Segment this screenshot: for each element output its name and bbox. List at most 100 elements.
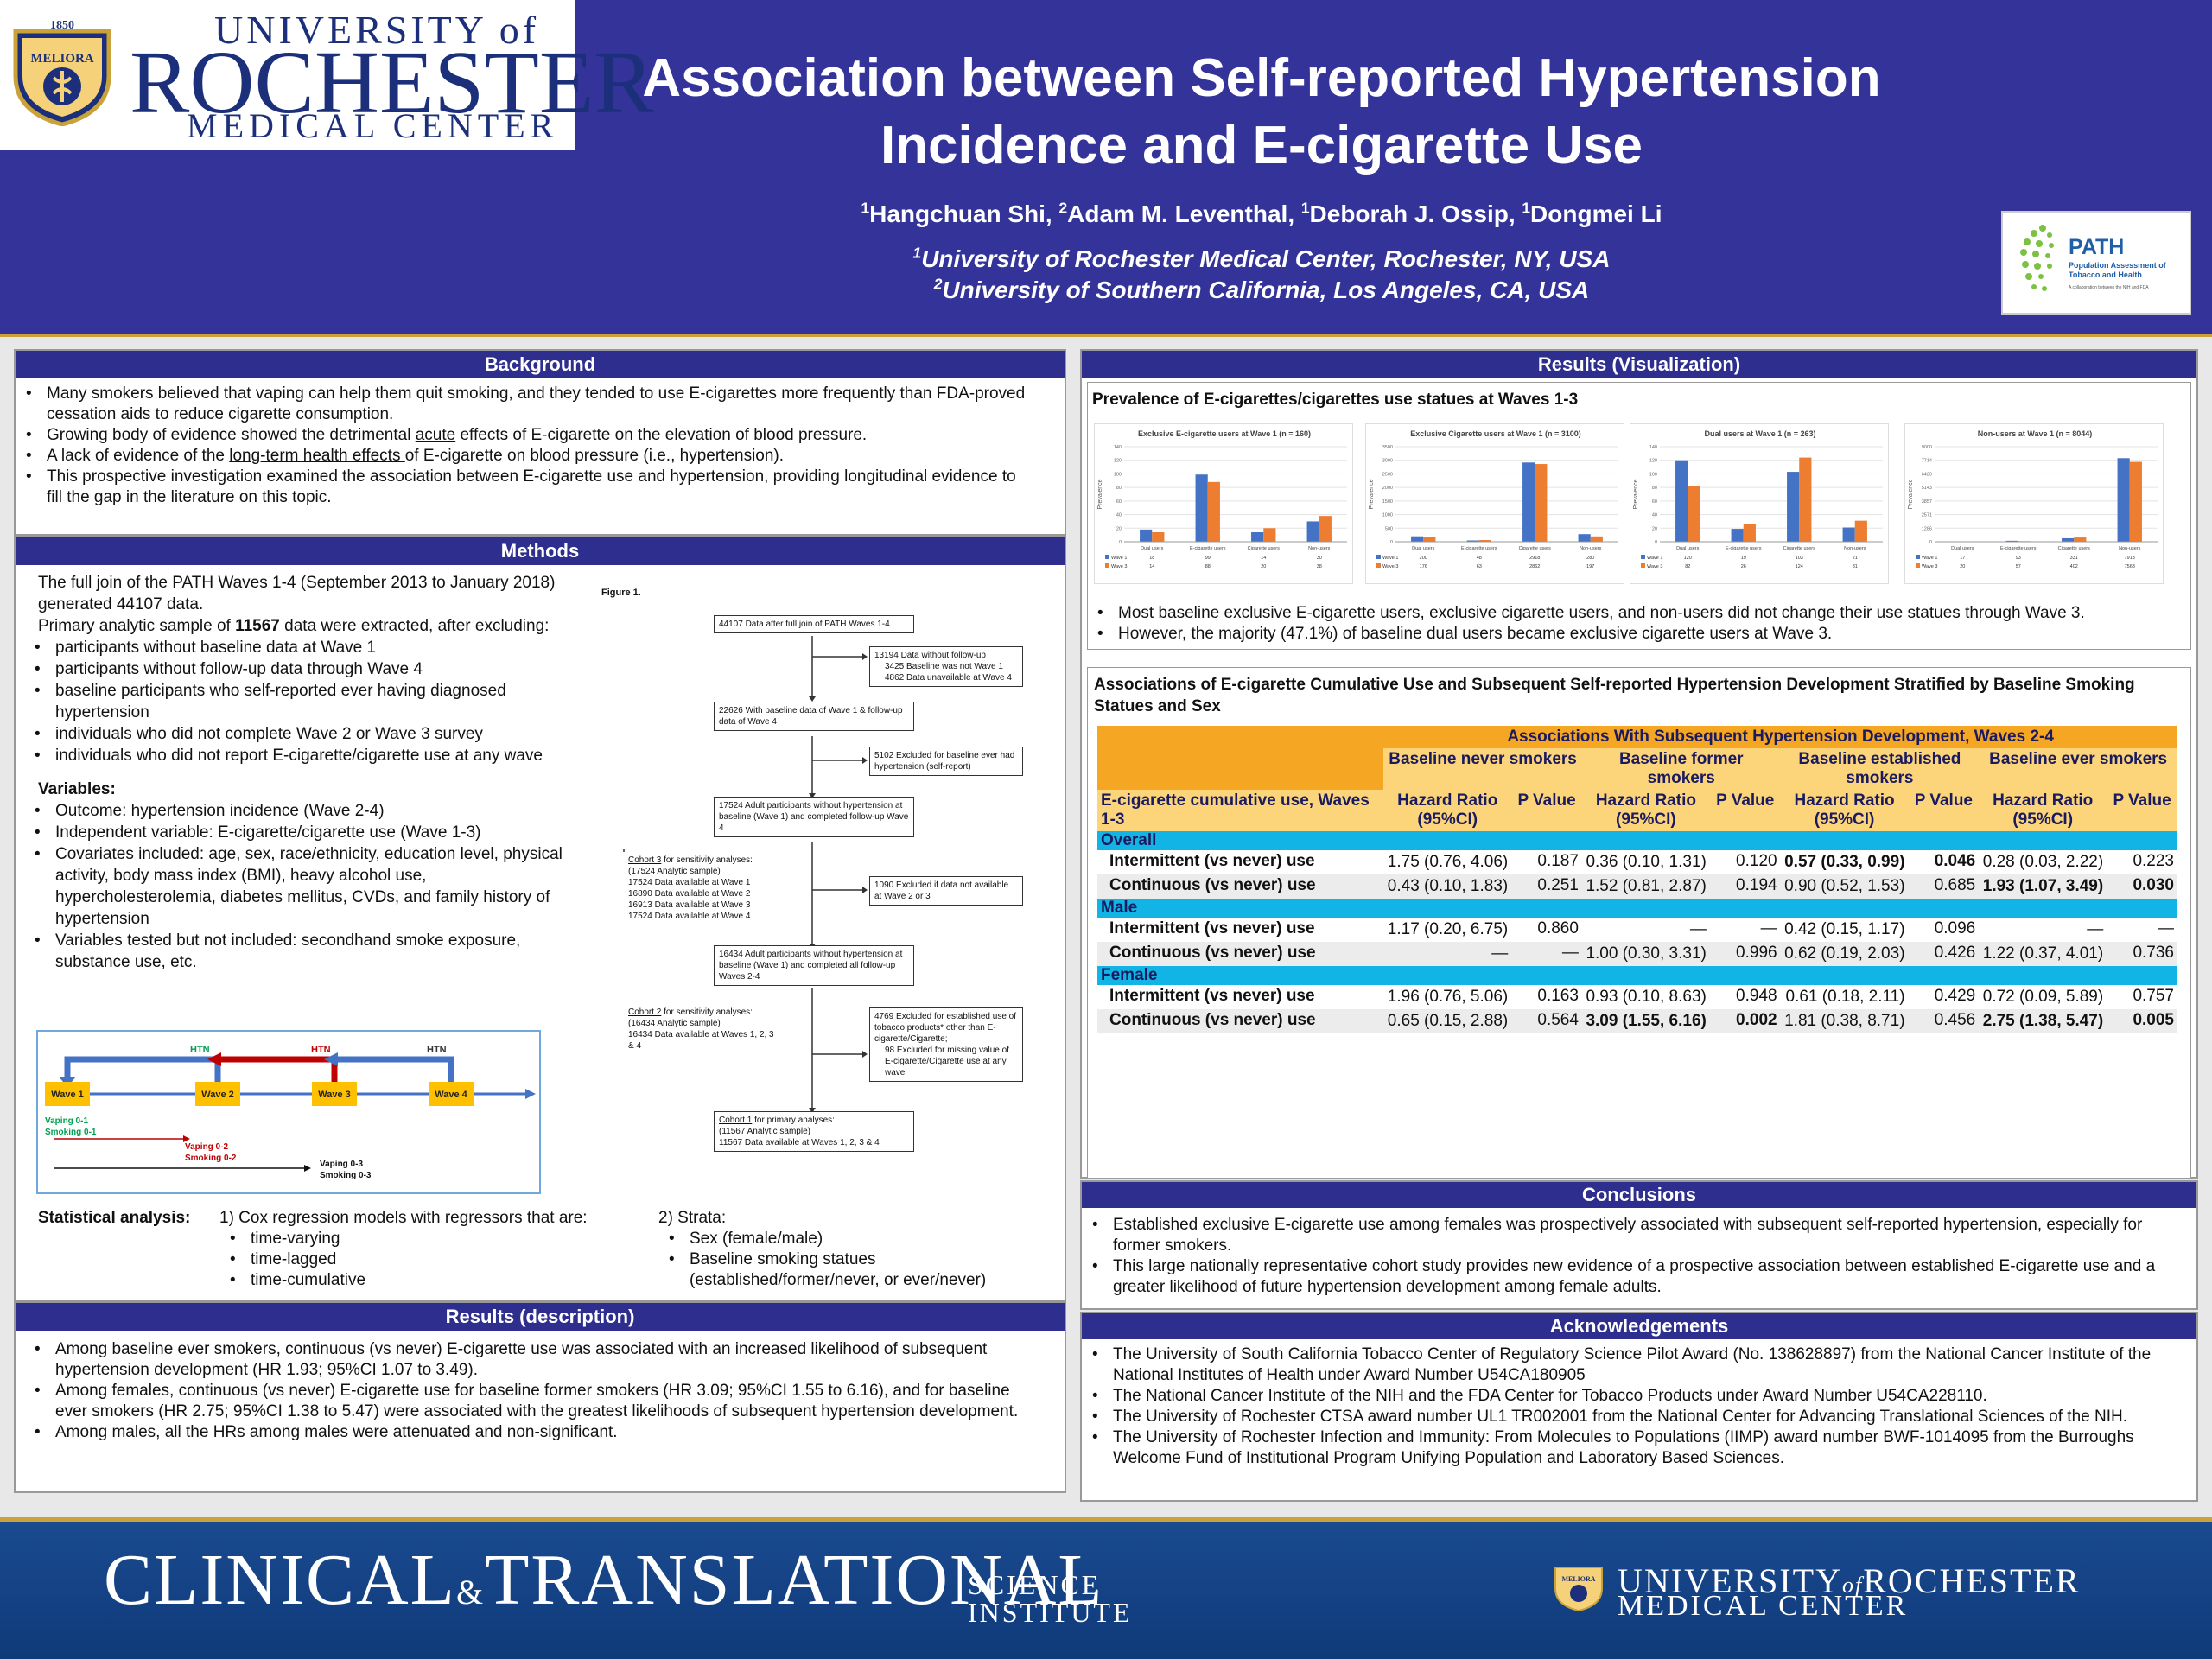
results-table-wrap: Associations With Subsequent Hypertensio…: [1097, 726, 2177, 1033]
panel-heading: Methods: [16, 537, 1065, 565]
y-tick-label: 40: [1116, 513, 1122, 518]
p-value-cell: 0.251: [1511, 874, 1582, 899]
stat-models: 1) Cox regression models with regressors…: [219, 1208, 669, 1291]
bar-chart-exclusive-ecig: Exclusive E-cigarette users at Wave 1 (n…: [1097, 429, 1347, 569]
table-row-label: Continuous (vs never) use: [1097, 942, 1384, 966]
bar: [1140, 529, 1153, 542]
list-item: Most baseline exclusive E-cigarette user…: [1087, 603, 2191, 624]
y-tick-label: 80: [1652, 486, 1657, 491]
flow-box-no-followup: 13194 Data without follow-up 3425 Baseli…: [869, 646, 1023, 687]
list-item: individuals who did not complete Wave 2 …: [24, 723, 574, 745]
x-tick-label: Dual users: [1412, 546, 1435, 551]
y-tick-label: 1000: [1382, 513, 1393, 518]
flow-line: 16890 Data available at Wave 2: [628, 889, 751, 899]
cohort-2-box: Cohort 2 for sensitivity analyses: (1643…: [624, 1004, 781, 1054]
results-description-list: Among baseline ever smokers, continuous …: [16, 1331, 1065, 1443]
text: for sensitivity analyses:: [661, 855, 753, 865]
affil-number: 2: [933, 275, 943, 293]
flow-box-adults-wave4: 17524 Adult participants without hyperte…: [714, 797, 914, 837]
vaping-0-2: Vaping 0-2: [185, 1142, 228, 1152]
legend-label: Wave 3: [1111, 564, 1127, 569]
bar: [1423, 537, 1436, 542]
table-group-header: Baseline established smokers: [1780, 748, 1980, 790]
list-item: Sex (female/male): [658, 1229, 1030, 1249]
stat-label: Statistical analysis:: [38, 1209, 191, 1227]
table-hr-header: Hazard Ratio (95%CI): [1979, 790, 2107, 831]
list-item: Variables tested but not included: secon…: [24, 930, 574, 973]
data-label: 63: [1477, 564, 1482, 569]
data-label: 30: [1317, 556, 1322, 561]
p-value-cell: 0.194: [1709, 874, 1781, 899]
hazard-ratio-cell: 0.28 (0.03, 2.22): [1979, 850, 2107, 874]
wave-2-box: Wave 2: [201, 1090, 234, 1100]
text: effects of E-cigarette on the elevation …: [455, 426, 868, 444]
affiliation-1: 1University of Rochester Medical Center,…: [588, 245, 1936, 273]
hazard-ratio-cell: 1.96 (0.76, 5.06): [1383, 985, 1512, 1009]
path-title: PATH: [2069, 235, 2125, 259]
hazard-ratio-cell: 0.93 (0.10, 8.63): [1581, 985, 1710, 1009]
text: data were extracted, after excluding:: [279, 617, 550, 635]
figure-label: Figure 1.: [601, 588, 641, 598]
p-value-cell: 0.030: [2107, 874, 2177, 899]
text: for sensitivity analyses:: [661, 1007, 753, 1017]
methods-p1: The full join of the PATH Waves 1-4 (Sep…: [38, 574, 556, 613]
htn-label: HTN: [311, 1045, 331, 1055]
title-line-2: Incidence and E-cigarette Use: [880, 116, 1643, 175]
htn-label: HTN: [190, 1045, 210, 1055]
y-tick-label: 140: [1114, 445, 1122, 450]
p-value-cell: 0.223: [2107, 850, 2177, 874]
acknowledgements-panel: Acknowledgements The University of South…: [1080, 1312, 2198, 1502]
chart-y-label: Prevalence: [1908, 479, 1914, 509]
chart-title: Exclusive E-cigarette users at Wave 1 (n…: [1138, 429, 1311, 438]
y-tick-label: 20: [1116, 526, 1122, 531]
flow-line: (11567 Analytic sample): [719, 1127, 810, 1136]
hazard-ratio-cell: —: [1979, 918, 2107, 942]
hazard-ratio-cell: 1.93 (1.07, 3.49): [1979, 874, 2107, 899]
p-value-cell: 0.426: [1908, 942, 1980, 966]
text: Primary analytic sample of: [38, 617, 236, 635]
text: of E-cigarette on blood pressure (i.e., …: [404, 447, 785, 465]
flow-line: 4862 Data unavailable at Wave 4: [885, 673, 1012, 683]
data-label: 31: [1853, 564, 1858, 569]
data-label: 103: [1796, 556, 1803, 561]
flow-line: 16434 Data available at Waves 1, 2, 3 & …: [628, 1030, 774, 1051]
y-tick-label: 1500: [1382, 499, 1393, 505]
chart-y-label: Prevalence: [1369, 479, 1375, 509]
table-p-header: P Value: [2107, 790, 2177, 831]
hazard-ratio-cell: 1.22 (0.37, 4.01): [1979, 942, 2107, 966]
table-header-row: Associations With Subsequent Hypertensio…: [1097, 726, 2177, 748]
bar: [1152, 532, 1165, 542]
data-label: 26: [1741, 564, 1746, 569]
data-label: 120: [1684, 556, 1692, 561]
wave-1-box: Wave 1: [51, 1090, 84, 1100]
p-value-cell: 0.996: [1709, 942, 1781, 966]
legend-swatch: [1376, 563, 1381, 568]
ctsi-ampersand: &: [455, 1573, 486, 1611]
legend-label: Wave 1: [1647, 556, 1662, 561]
x-tick-label: Dual users: [1951, 546, 1974, 551]
x-tick-label: E-cigarette users: [1726, 546, 1762, 551]
flow-line: 16913 Data available at Wave 3: [628, 900, 751, 910]
author-list: 1Hangchuan Shi, 2Adam M. Leventhal, 1Deb…: [588, 200, 1936, 228]
university-seal-icon: 1850 MELIORA: [13, 19, 111, 126]
ctsi-science: SCIENCE: [968, 1569, 1102, 1600]
exclusion-list: participants without baseline data at Wa…: [24, 637, 574, 766]
p-value-cell: 0.456: [1908, 1009, 1980, 1033]
list-item: The University of Rochester Infection an…: [1082, 1427, 2179, 1469]
list-item: The National Cancer Institute of the NIH…: [1082, 1386, 2179, 1407]
data-label: 280: [1586, 556, 1594, 561]
bar: [1319, 516, 1332, 542]
vaping-0-1: Vaping 0-1: [45, 1116, 88, 1126]
variables-list: Outcome: hypertension incidence (Wave 2-…: [24, 800, 574, 973]
background-panel: Background Many smokers believed that va…: [14, 349, 1066, 536]
wave-4-box: Wave 4: [435, 1090, 467, 1100]
table-hr-header: Hazard Ratio (95%CI): [1383, 790, 1512, 831]
bar: [2005, 540, 2018, 542]
table-row: Continuous (vs never) use 0.43 (0.10, 1.8…: [1097, 874, 2177, 899]
ctsi-science-institute: SCIENCE INSTITUTE: [968, 1571, 1133, 1626]
data-label: 88: [1205, 564, 1211, 569]
y-tick-label: 0: [1655, 540, 1657, 545]
y-tick-label: 5143: [1922, 486, 1932, 491]
data-label: 38: [1317, 564, 1322, 569]
list-item: This prospective investigation examined …: [16, 467, 1030, 508]
